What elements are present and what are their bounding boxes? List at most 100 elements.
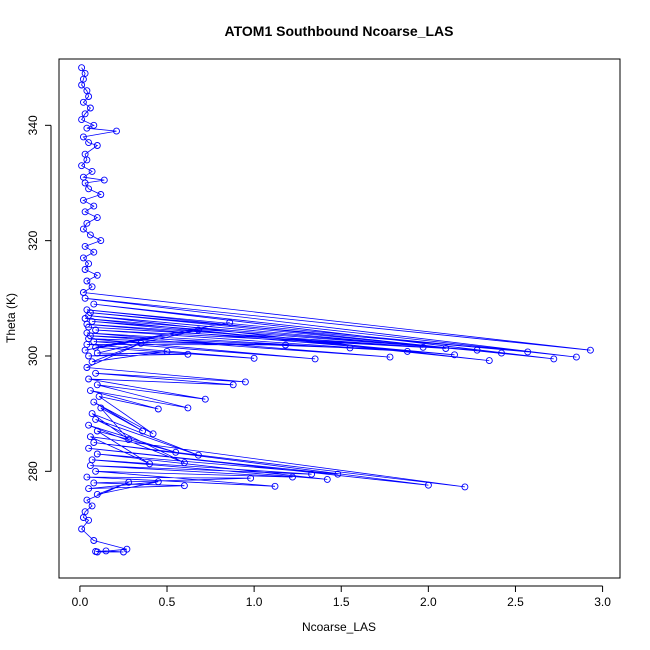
data-point (451, 351, 458, 359)
data-point (88, 283, 96, 291)
data-point (419, 343, 427, 351)
data-point (149, 430, 157, 438)
data-point (586, 346, 594, 354)
data-point (271, 482, 279, 490)
data-point (85, 93, 93, 100)
data-point (102, 547, 110, 555)
data-point (86, 104, 94, 112)
data-point (81, 266, 89, 273)
data-point (90, 398, 98, 406)
data-point (93, 214, 101, 222)
data-point (550, 355, 558, 363)
data-point (311, 355, 319, 363)
data-point (88, 410, 96, 418)
data-point (154, 478, 162, 486)
data-point (85, 185, 93, 193)
data-point (346, 344, 354, 352)
data-point (86, 462, 94, 470)
x-axis: 0.0 0.5 1.0 1.5 2.0 2.5 3.0 (72, 585, 611, 609)
data-point (90, 121, 98, 129)
x-tick-label: 1.5 (333, 595, 350, 609)
data-point (473, 346, 481, 354)
x-tick-label: 0.5 (159, 595, 176, 609)
data-point (194, 451, 202, 459)
data-point (184, 350, 192, 358)
data-point (334, 470, 342, 478)
data-point (139, 427, 147, 435)
data-point (86, 433, 94, 441)
data-point (88, 502, 96, 510)
x-axis-label: Ncoarse_LAS (302, 620, 376, 634)
y-tick-label: 280 (26, 461, 40, 481)
data-point (85, 352, 93, 360)
data-point (172, 448, 180, 456)
data-point (83, 219, 91, 227)
data-point (498, 349, 505, 357)
data-point (95, 392, 103, 400)
data-point (92, 548, 100, 555)
data-point (180, 459, 188, 467)
data-point (97, 404, 105, 412)
data-point (113, 127, 120, 135)
data-point (163, 347, 171, 355)
data-point (81, 346, 89, 354)
data-point (93, 450, 101, 458)
data-point (81, 294, 89, 302)
data-point (461, 483, 469, 491)
y-tick-label: 340 (26, 115, 40, 135)
data-point (86, 231, 94, 239)
data-point (524, 348, 532, 356)
data-point (81, 208, 89, 216)
data-point (125, 436, 133, 444)
data-point (250, 354, 258, 362)
data-point (90, 300, 98, 308)
data-point (424, 481, 432, 489)
data-point (79, 225, 87, 233)
data-point (78, 525, 86, 533)
data-point (289, 473, 296, 481)
chart-title: ATOM1 Southbound Ncoarse_LAS (225, 23, 454, 39)
data-point (81, 179, 89, 187)
data-point (85, 444, 93, 452)
series-points (78, 64, 594, 556)
data-point (81, 110, 89, 118)
y-axis: 280 300 320 340 (26, 115, 52, 481)
data-point (93, 427, 101, 435)
data-point (92, 415, 100, 423)
data-point (78, 64, 86, 72)
data-point (83, 473, 91, 481)
x-tick-label: 2.5 (507, 595, 524, 609)
data-point (78, 116, 86, 124)
data-point (184, 404, 192, 412)
data-point (93, 349, 101, 357)
data-point (241, 378, 249, 386)
y-axis-label: Theta (K) (4, 293, 18, 343)
data-point (194, 326, 202, 334)
data-point (85, 139, 93, 147)
data-point (97, 191, 105, 198)
series-lines (80, 67, 591, 553)
data-point (100, 176, 108, 184)
data-point (247, 474, 255, 482)
data-point (125, 478, 133, 486)
data-point (86, 387, 94, 395)
data-point (90, 248, 98, 256)
data-point (79, 254, 87, 262)
data-point (226, 319, 234, 326)
data-point (92, 369, 100, 377)
data-point (442, 345, 450, 352)
data-point (85, 485, 93, 493)
data-point (85, 375, 93, 383)
data-point (90, 202, 98, 210)
data-point (79, 133, 87, 141)
data-point (90, 479, 98, 487)
data-point (323, 475, 331, 483)
series-line (80, 67, 591, 553)
data-point (154, 405, 162, 413)
data-point (93, 142, 101, 149)
data-point (201, 395, 209, 403)
data-point (92, 326, 100, 334)
data-point (97, 237, 105, 245)
data-point (78, 162, 86, 170)
